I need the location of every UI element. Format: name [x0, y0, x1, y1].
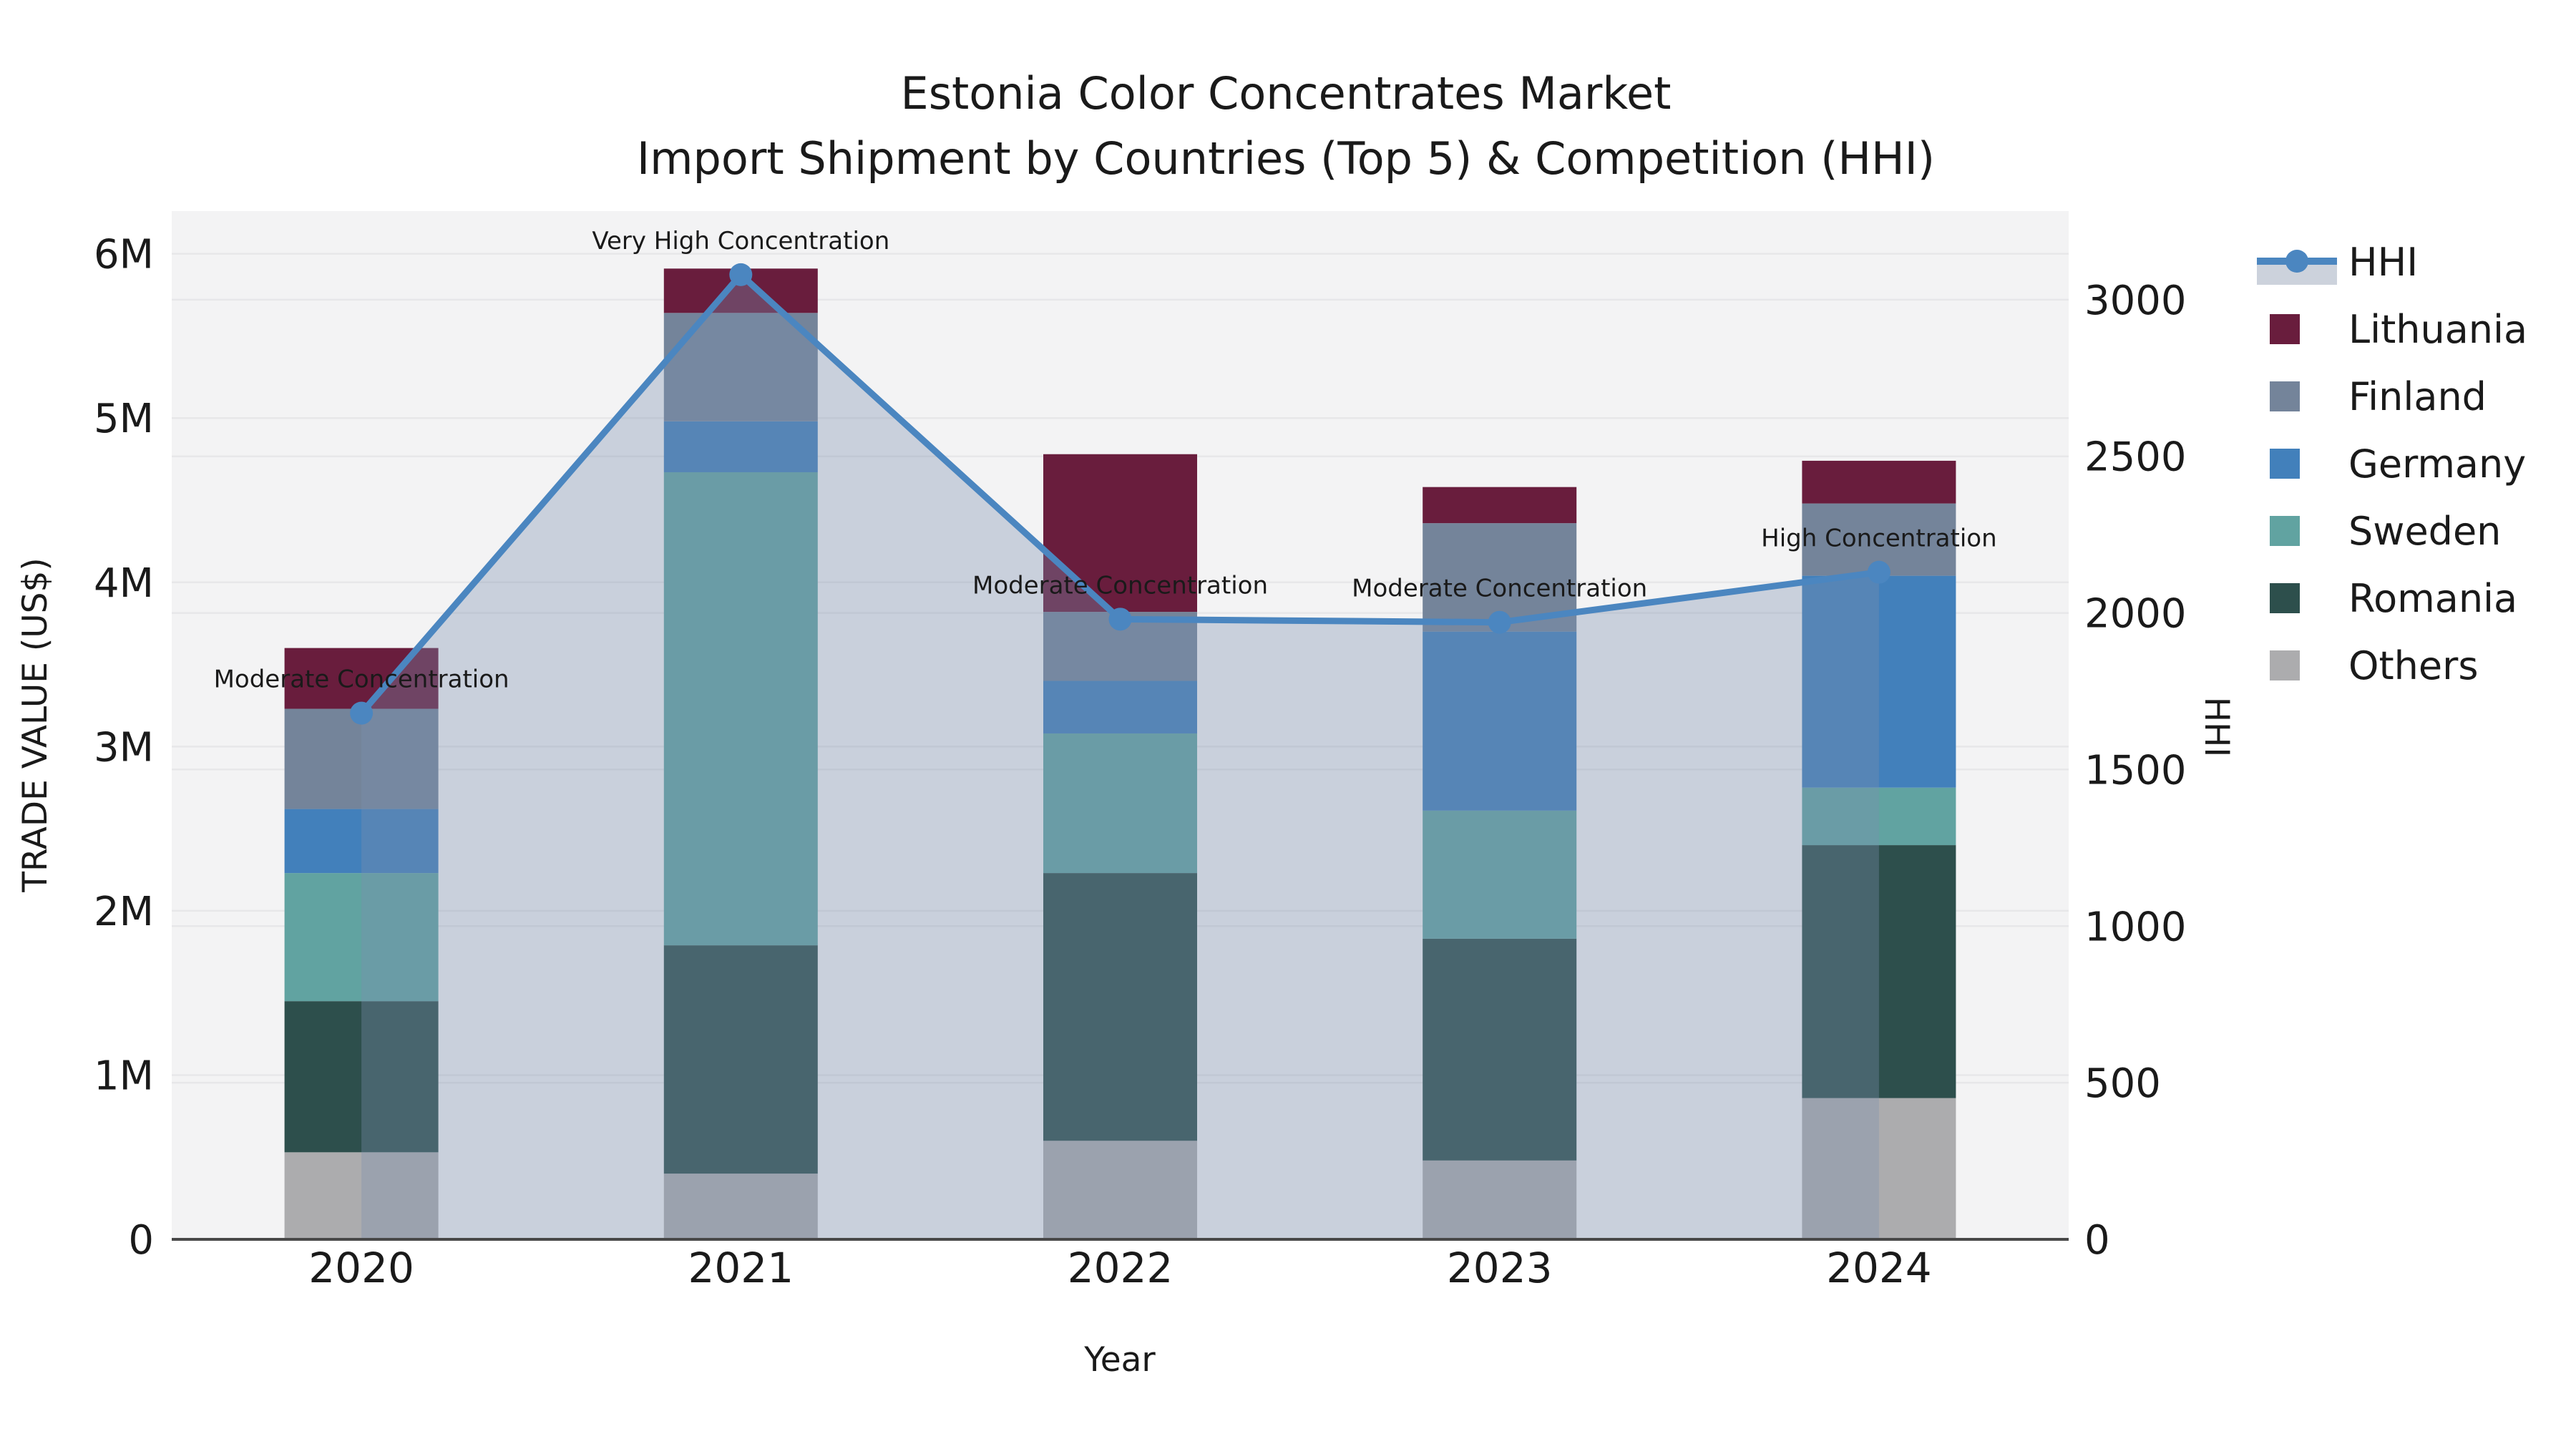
bar-segment-lithuania-2024: [1802, 460, 1956, 504]
legend-label-others: Others: [2348, 643, 2478, 688]
y-left-tick-4M: 4M: [94, 560, 154, 607]
bar-segment-others-2020: [284, 1152, 439, 1239]
legend-label-sweden: Sweden: [2348, 509, 2501, 554]
legend-swatch-germany: [2270, 449, 2300, 479]
legend-label-finland: Finland: [2348, 374, 2487, 419]
bar-segment-lithuania-2023: [1423, 487, 1577, 524]
legend-label-romania: Romania: [2348, 576, 2517, 621]
hhi-line-layer: [350, 263, 1890, 725]
legend-item-others: Others: [2270, 643, 2478, 688]
y-right-tick-2500: 2500: [2084, 434, 2187, 481]
bar-segment-finland-2020: [284, 708, 439, 809]
x-tick-2020: 2020: [308, 1244, 414, 1292]
legend-hhi-marker: [2285, 250, 2308, 273]
annotation-label: Very High Concentration: [592, 227, 889, 255]
y-axis-right-label: HHI: [2197, 697, 2236, 758]
bar-segment-sweden-2022: [1043, 733, 1197, 874]
legend-item-finland: Finland: [2270, 374, 2487, 419]
annotation-label: Moderate Concentration: [214, 665, 509, 694]
bar-segment-sweden-2023: [1423, 810, 1577, 939]
bar-segment-lithuania-2022: [1043, 454, 1197, 613]
legend-item-germany: Germany: [2270, 441, 2526, 487]
hhi-marker-2022: [1108, 608, 1132, 631]
legend-item-romania: Romania: [2270, 576, 2517, 621]
hhi-area-layer: [361, 274, 1879, 1240]
y-left-tick-0: 0: [128, 1217, 154, 1264]
bar-segment-others-2024: [1802, 1098, 1956, 1239]
annotation-label: High Concentration: [1761, 525, 1996, 553]
bar-segment-sweden-2021: [663, 472, 818, 946]
bar-segment-germany-2021: [663, 421, 818, 472]
legend-label-lithuania: Lithuania: [2348, 307, 2527, 352]
y-right-tick-500: 500: [2084, 1060, 2161, 1107]
chart-title-line2: Import Shipment by Countries (Top 5) & C…: [637, 132, 1935, 185]
x-tick-2023: 2023: [1447, 1244, 1553, 1292]
bar-segment-germany-2020: [284, 809, 439, 874]
legend-swatch-finland: [2270, 381, 2300, 411]
y-right-tick-1500: 1500: [2084, 747, 2187, 794]
bar-segment-others-2021: [663, 1174, 818, 1239]
x-tick-2021: 2021: [688, 1244, 794, 1292]
x-axis-label: Year: [1083, 1340, 1156, 1380]
axis-layer: 0 1M 2M 3M 4M 5M 6M 0 500 1000 1500 2000 2500 3000 202…: [94, 232, 2186, 1292]
legend-item-hhi: HHI: [2257, 240, 2418, 285]
legend-item-sweden: Sweden: [2270, 509, 2501, 554]
legend-swatch-others: [2270, 650, 2300, 680]
y-left-tick-5M: 5M: [94, 396, 154, 442]
bar-segment-romania-2020: [284, 1001, 439, 1153]
hhi-marker-2024: [1867, 560, 1890, 584]
y-right-tick-1000: 1000: [2084, 904, 2187, 950]
y-left-tick-6M: 6M: [94, 232, 154, 278]
y-right-tick-0: 0: [2084, 1217, 2110, 1264]
hhi-marker-2021: [729, 263, 753, 286]
bar-segment-romania-2024: [1802, 845, 1956, 1098]
legend-label-germany: Germany: [2348, 441, 2526, 487]
y-left-tick-1M: 1M: [94, 1053, 154, 1099]
bar-segment-romania-2021: [663, 945, 818, 1174]
annotation-layer: Moderate Concentration Very High Concentr…: [214, 227, 1997, 694]
bar-segment-germany-2023: [1423, 631, 1577, 811]
stacked-bars-layer: [284, 268, 1956, 1239]
bar-segment-others-2022: [1043, 1141, 1197, 1239]
hhi-marker-2020: [350, 701, 374, 725]
legend-swatch-sweden: [2270, 516, 2300, 546]
annotation-label: Moderate Concentration: [972, 571, 1268, 600]
legend-layer: HHI Lithuania Finland Germany Sweden Romania O…: [2257, 240, 2527, 688]
y-left-tick-3M: 3M: [94, 724, 154, 771]
hhi-area-fill: [361, 274, 1879, 1240]
bar-segment-germany-2024: [1802, 575, 1956, 788]
bar-segment-others-2023: [1423, 1160, 1577, 1239]
x-tick-2024: 2024: [1826, 1244, 1932, 1292]
legend-swatch-lithuania: [2270, 314, 2300, 344]
legend-swatch-romania: [2270, 583, 2300, 613]
bar-segment-sweden-2020: [284, 873, 439, 1002]
hhi-marker-2023: [1488, 610, 1511, 634]
bar-segment-germany-2022: [1043, 680, 1197, 733]
bar-segment-romania-2022: [1043, 873, 1197, 1141]
x-tick-2022: 2022: [1068, 1244, 1174, 1292]
y-axis-left-label: TRADE VALUE (US$): [16, 557, 55, 892]
y-right-tick-2000: 2000: [2084, 591, 2187, 638]
chart-title-line1: Estonia Color Concentrates Market: [901, 67, 1672, 119]
y-right-tick-3000: 3000: [2084, 278, 2187, 324]
legend-item-lithuania: Lithuania: [2270, 307, 2527, 352]
bar-segment-romania-2023: [1423, 938, 1577, 1161]
annotation-label: Moderate Concentration: [1352, 575, 1647, 603]
bar-segment-sweden-2024: [1802, 787, 1956, 846]
legend-label-hhi: HHI: [2348, 240, 2418, 285]
y-left-tick-2M: 2M: [94, 889, 154, 935]
